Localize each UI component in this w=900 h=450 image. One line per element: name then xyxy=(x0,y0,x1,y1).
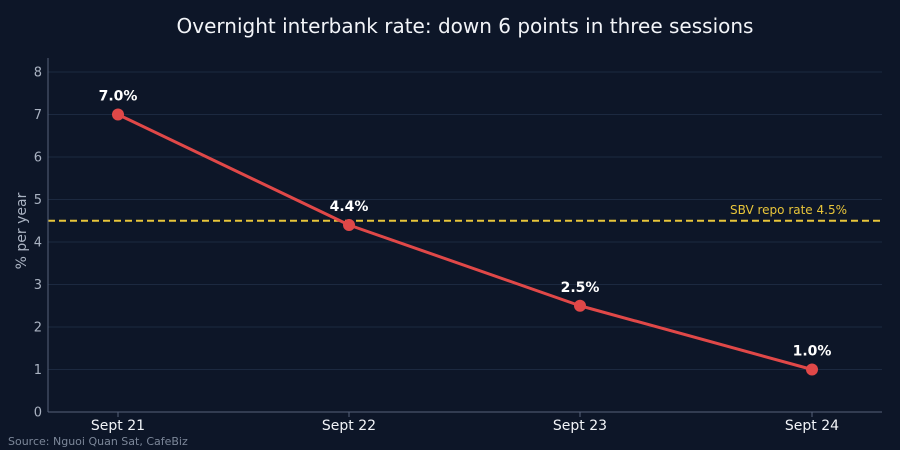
y-tick-label: 3 xyxy=(34,278,42,293)
x-tick-label: Sept 22 xyxy=(322,418,376,434)
y-tick-label: 5 xyxy=(34,193,42,208)
series-group xyxy=(112,108,818,376)
data-label: 1.0% xyxy=(793,344,832,360)
x-tick-label: Sept 23 xyxy=(553,418,607,434)
reference-line-label: SBV repo rate 4.5% xyxy=(730,203,847,217)
y-tick-label: 2 xyxy=(34,321,42,336)
data-labels: 7.0% 4.4% 2.5% 1.0% xyxy=(99,89,832,360)
y-tick-label: 7 xyxy=(34,108,42,123)
chart-title: Overnight interbank rate: down 6 points … xyxy=(177,14,754,38)
data-point xyxy=(112,108,124,121)
data-label: 4.4% xyxy=(330,199,369,215)
series-line xyxy=(117,113,813,371)
x-tick-label: Sept 24 xyxy=(785,418,839,434)
data-label: 2.5% xyxy=(561,280,600,296)
y-tick-label: 1 xyxy=(34,363,42,378)
reference-line-group: SBV repo rate 4.5% xyxy=(48,203,882,222)
data-label: 7.0% xyxy=(99,89,138,105)
source-note: Source: Nguoi Quan Sat, CafeBiz xyxy=(8,435,188,448)
y-tick-label: 4 xyxy=(34,236,42,251)
data-point xyxy=(574,299,586,312)
axes: 0 1 2 3 4 5 6 7 8 Sept 21 Sept 22 Sept 23 Sept 24 xyxy=(34,58,882,434)
y-tick-label: 8 xyxy=(34,66,42,81)
y-tick-label: 6 xyxy=(34,151,42,166)
data-point xyxy=(343,219,355,231)
y-tick-label: 0 xyxy=(34,406,42,421)
data-point xyxy=(806,363,818,376)
y-axis-label: % per year xyxy=(14,192,30,269)
gridlines xyxy=(48,71,882,370)
x-tick-label: Sept 21 xyxy=(91,418,145,434)
